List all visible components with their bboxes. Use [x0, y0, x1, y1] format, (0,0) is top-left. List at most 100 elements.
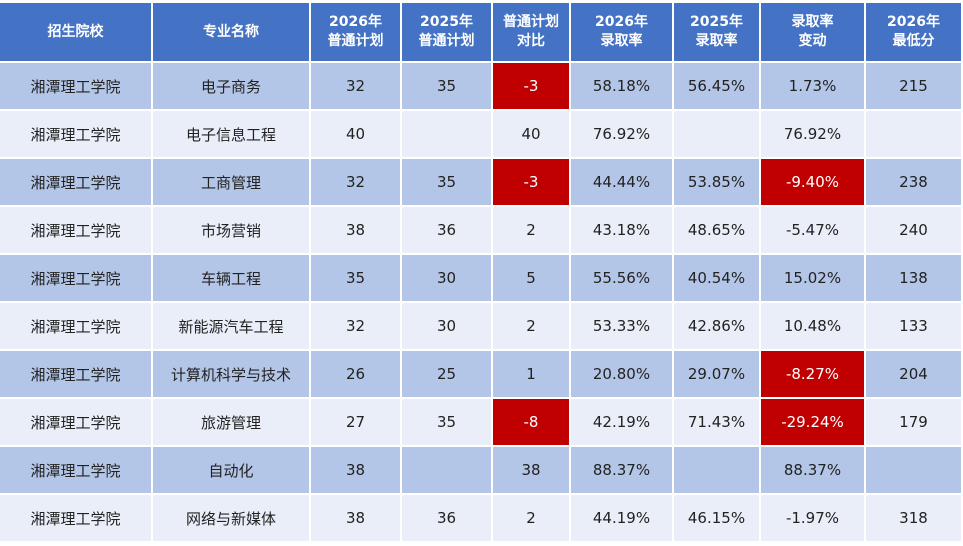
- cell-rate-2026: 43.18%: [570, 206, 674, 255]
- cell-min-score-2026: 179: [865, 398, 963, 447]
- cell-rate-2025: 40.54%: [673, 254, 761, 303]
- cell-rate-change: 1.73%: [760, 62, 866, 111]
- cell-plan-2025: 25: [401, 350, 493, 399]
- cell-plan-2025: 35: [401, 158, 493, 207]
- cell-rate-2025: 29.07%: [673, 350, 761, 399]
- table-row: 湘潭理工学院 自动化 38 38 88.37% 88.37%: [0, 446, 963, 495]
- cell-min-score-2026: 318: [865, 494, 963, 541]
- cell-school: 湘潭理工学院: [0, 110, 153, 159]
- cell-rate-2025: 46.15%: [673, 494, 761, 541]
- table-row: 湘潭理工学院 市场营销 38 36 2 43.18% 48.65% -5.47% 240: [0, 206, 963, 255]
- cell-school: 湘潭理工学院: [0, 302, 153, 351]
- cell-school: 湘潭理工学院: [0, 350, 153, 399]
- admission-table: 招生院校 专业名称 2026年 普通计划 2025年 普通计划 普通计划 对比 2026年 录取率…: [0, 3, 963, 541]
- cell-rate-2025: 56.45%: [673, 62, 761, 111]
- cell-rate-2025: 71.43%: [673, 398, 761, 447]
- cell-min-score-2026: [865, 446, 963, 495]
- cell-rate-change: -1.97%: [760, 494, 866, 541]
- header-row: 招生院校 专业名称 2026年 普通计划 2025年 普通计划 普通计划 对比 2026年 录取率…: [0, 3, 963, 63]
- table-row: 湘潭理工学院 新能源汽车工程 32 30 2 53.33% 42.86% 10.48% 133: [0, 302, 963, 351]
- table-row: 湘潭理工学院 网络与新媒体 38 36 2 44.19% 46.15% -1.97% 318: [0, 494, 963, 541]
- cell-major: 计算机科学与技术: [152, 350, 311, 399]
- cell-major: 市场营销: [152, 206, 311, 255]
- table-body: 湘潭理工学院 电子商务 32 35 -3 58.18% 56.45% 1.73% 215 湘潭理工…: [0, 62, 963, 541]
- cell-min-score-2026: 240: [865, 206, 963, 255]
- cell-rate-2025: [673, 446, 761, 495]
- cell-rate-2026: 53.33%: [570, 302, 674, 351]
- cell-min-score-2026: 215: [865, 62, 963, 111]
- cell-plan-2025: 35: [401, 62, 493, 111]
- cell-plan-2026: 32: [310, 302, 402, 351]
- cell-rate-2026: 88.37%: [570, 446, 674, 495]
- cell-min-score-2026: [865, 110, 963, 159]
- table-row: 湘潭理工学院 工商管理 32 35 -3 44.44% 53.85% -9.40% 238: [0, 158, 963, 207]
- cell-plan-2026: 27: [310, 398, 402, 447]
- cell-plan-diff: 5: [492, 254, 571, 303]
- cell-rate-2025: [673, 110, 761, 159]
- cell-min-score-2026: 204: [865, 350, 963, 399]
- cell-plan-2026: 32: [310, 62, 402, 111]
- cell-school: 湘潭理工学院: [0, 206, 153, 255]
- cell-plan-2025: 30: [401, 254, 493, 303]
- header-plan-2025: 2025年 普通计划: [401, 3, 493, 63]
- cell-min-score-2026: 133: [865, 302, 963, 351]
- cell-plan-2025: 36: [401, 494, 493, 541]
- cell-rate-change: -9.40%: [760, 158, 866, 207]
- table-row: 湘潭理工学院 电子信息工程 40 40 76.92% 76.92%: [0, 110, 963, 159]
- cell-rate-2026: 55.56%: [570, 254, 674, 303]
- cell-plan-diff: 40: [492, 110, 571, 159]
- cell-plan-2026: 26: [310, 350, 402, 399]
- cell-plan-diff: 38: [492, 446, 571, 495]
- admission-table-container: 招生院校 专业名称 2026年 普通计划 2025年 普通计划 普通计划 对比 2026年 录取率…: [0, 3, 963, 541]
- cell-school: 湘潭理工学院: [0, 254, 153, 303]
- cell-rate-change: 88.37%: [760, 446, 866, 495]
- cell-rate-2026: 42.19%: [570, 398, 674, 447]
- cell-rate-2025: 42.86%: [673, 302, 761, 351]
- cell-rate-change: 76.92%: [760, 110, 866, 159]
- cell-rate-change: -29.24%: [760, 398, 866, 447]
- cell-major: 工商管理: [152, 158, 311, 207]
- cell-plan-diff: -3: [492, 158, 571, 207]
- cell-major: 网络与新媒体: [152, 494, 311, 541]
- cell-plan-2026: 40: [310, 110, 402, 159]
- header-min-score-2026: 2026年 最低分: [865, 3, 963, 63]
- header-plan-diff: 普通计划 对比: [492, 3, 571, 63]
- cell-plan-2026: 32: [310, 158, 402, 207]
- cell-rate-2026: 76.92%: [570, 110, 674, 159]
- header-major: 专业名称: [152, 3, 311, 63]
- cell-plan-2026: 38: [310, 206, 402, 255]
- cell-plan-2026: 35: [310, 254, 402, 303]
- cell-school: 湘潭理工学院: [0, 494, 153, 541]
- header-rate-2026: 2026年 录取率: [570, 3, 674, 63]
- cell-plan-diff: 1: [492, 350, 571, 399]
- cell-plan-diff: 2: [492, 302, 571, 351]
- cell-school: 湘潭理工学院: [0, 398, 153, 447]
- cell-major: 电子信息工程: [152, 110, 311, 159]
- cell-major: 旅游管理: [152, 398, 311, 447]
- cell-major: 新能源汽车工程: [152, 302, 311, 351]
- cell-major: 车辆工程: [152, 254, 311, 303]
- cell-school: 湘潭理工学院: [0, 158, 153, 207]
- cell-school: 湘潭理工学院: [0, 62, 153, 111]
- cell-rate-change: 15.02%: [760, 254, 866, 303]
- cell-plan-diff: 2: [492, 494, 571, 541]
- table-row: 湘潭理工学院 电子商务 32 35 -3 58.18% 56.45% 1.73% 215: [0, 62, 963, 111]
- cell-rate-change: -8.27%: [760, 350, 866, 399]
- cell-rate-2026: 20.80%: [570, 350, 674, 399]
- cell-plan-2026: 38: [310, 494, 402, 541]
- cell-school: 湘潭理工学院: [0, 446, 153, 495]
- cell-plan-2025: 35: [401, 398, 493, 447]
- cell-plan-diff: -3: [492, 62, 571, 111]
- header-rate-2025: 2025年 录取率: [673, 3, 761, 63]
- cell-major: 电子商务: [152, 62, 311, 111]
- table-row: 湘潭理工学院 旅游管理 27 35 -8 42.19% 71.43% -29.24% 179: [0, 398, 963, 447]
- cell-rate-2026: 58.18%: [570, 62, 674, 111]
- cell-plan-2025: 30: [401, 302, 493, 351]
- cell-plan-2025: 36: [401, 206, 493, 255]
- cell-rate-change: 10.48%: [760, 302, 866, 351]
- cell-rate-change: -5.47%: [760, 206, 866, 255]
- cell-major: 自动化: [152, 446, 311, 495]
- cell-plan-2025: [401, 110, 493, 159]
- cell-plan-diff: 2: [492, 206, 571, 255]
- cell-plan-2025: [401, 446, 493, 495]
